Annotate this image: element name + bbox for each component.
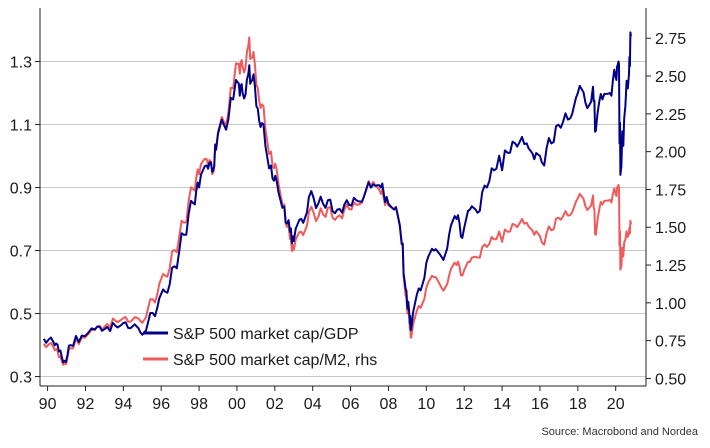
x-tick-label: 96 [152, 396, 170, 413]
x-tick-label: 00 [228, 396, 246, 413]
x-tick-label: 10 [417, 396, 435, 413]
series-layer [42, 31, 632, 366]
legend-label-gdp: S&P 500 market cap/GDP [173, 326, 359, 343]
right-tick-label: 1.50 [655, 220, 686, 237]
x-tick-label: 02 [266, 396, 284, 413]
series-line-gdp [42, 31, 632, 364]
legend: S&P 500 market cap/GDP S&P 500 market ca… [143, 326, 377, 369]
x-tick-label: 20 [607, 396, 625, 413]
left-axis-ticks: 0.3 0.5 0.7 0.9 1.1 1.3 [10, 55, 40, 387]
x-tick-label: 06 [342, 396, 360, 413]
x-tick-label: 14 [493, 396, 511, 413]
right-tick-label: 2.50 [655, 69, 686, 86]
x-axis-ticks: 90 92 94 96 98 00 02 04 06 08 10 12 14 16 18 20 [39, 386, 625, 413]
left-tick-label: 0.3 [10, 370, 32, 387]
left-tick-label: 0.7 [10, 244, 32, 261]
x-tick-label: 08 [380, 396, 398, 413]
right-tick-label: 1.25 [655, 258, 686, 275]
gridlines [40, 61, 646, 378]
right-axis-ticks: 0.50 0.75 1.00 1.25 1.50 1.75 2.00 2.25 2.50 2.75 [646, 31, 686, 388]
right-tick-label: 2.25 [655, 107, 686, 124]
x-tick-label: 12 [455, 396, 473, 413]
right-tick-label: 0.75 [655, 334, 686, 351]
right-tick-label: 1.75 [655, 182, 686, 199]
axes [39, 8, 647, 387]
x-tick-label: 94 [114, 396, 132, 413]
right-tick-label: 2.00 [655, 145, 686, 162]
left-tick-label: 0.9 [10, 181, 32, 198]
right-tick-label: 0.50 [655, 371, 686, 388]
x-tick-label: 16 [531, 396, 549, 413]
left-tick-label: 1.3 [10, 55, 32, 72]
right-tick-label: 2.75 [655, 31, 686, 48]
left-tick-label: 0.5 [10, 307, 32, 324]
series-line-m2 [42, 36, 632, 366]
legend-label-m2: S&P 500 market cap/M2, rhs [173, 352, 377, 369]
right-tick-label: 1.00 [655, 296, 686, 313]
x-tick-label: 04 [304, 396, 322, 413]
x-tick-label: 90 [39, 396, 57, 413]
x-tick-label: 18 [569, 396, 587, 413]
left-tick-label: 1.1 [10, 118, 32, 135]
x-tick-label: 98 [190, 396, 208, 413]
x-tick-label: 92 [77, 396, 95, 413]
source-note: Source: Macrobond and Nordea [541, 426, 698, 438]
